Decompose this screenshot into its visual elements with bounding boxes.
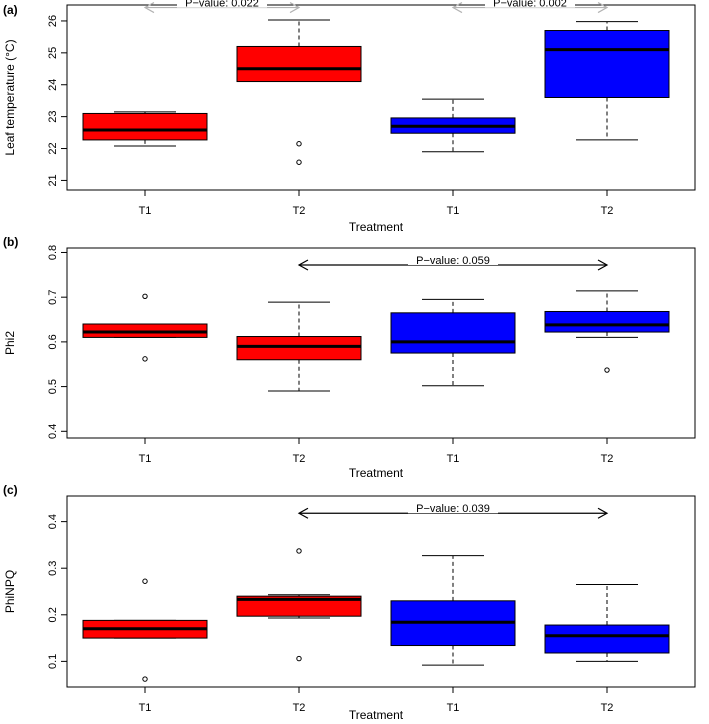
panel-2: (b) 0.4 0.5 0.6 0.7 0.8 Phi2 T1 T2 T1 T2 Treatment P…: [3, 235, 696, 480]
annotation-arrowhead-right: [289, 2, 301, 14]
y-tick-label: 0.4: [47, 424, 59, 439]
outlier-point: [142, 676, 148, 682]
x-axis-title: Treatment: [349, 708, 404, 722]
annotation-label-bg: [177, 0, 267, 8]
outlier-point: [142, 293, 148, 299]
y-tick-label: 23: [47, 111, 59, 123]
box-1: [82, 111, 208, 147]
panel-label: (a): [3, 3, 18, 17]
y-tick-label: 21: [47, 174, 59, 186]
box-4: [544, 21, 670, 141]
pvalue-annotation: P−value: 0.059: [297, 255, 609, 271]
outlier-point: [142, 356, 148, 362]
x-tick-label: T2: [293, 702, 306, 714]
annotation-label-bg: [408, 505, 498, 514]
panel-1: (a) 21 22 23 24 25 26 Leaf temperature (°C) T1 T2…: [3, 0, 696, 234]
x-tick-label: T1: [447, 702, 460, 714]
plot-frame: [66, 247, 696, 439]
box-rect: [236, 595, 362, 617]
x-tick-label: T2: [601, 453, 614, 465]
y-axis-title: Leaf temperature (°C): [3, 39, 17, 155]
box-1: [82, 578, 208, 682]
x-tick-label: T1: [139, 702, 152, 714]
box-3: [390, 555, 516, 666]
box-2: [236, 19, 362, 165]
annotation-label-bg: [408, 256, 498, 265]
panel-3: (c) 0.1 0.2 0.3 0.4 PhiNPQ T1 T2 T1 T2 Treatment P−…: [3, 483, 696, 722]
pvalue-annotation: P−value: 0.002: [451, 0, 609, 14]
box-rect: [236, 336, 362, 361]
x-tick-label: T2: [293, 205, 306, 217]
pvalue-annotation: P−value: 0.039: [297, 503, 609, 519]
y-tick-label: 0.1: [47, 654, 59, 669]
x-tick-label: T1: [139, 453, 152, 465]
outlier-point: [604, 367, 610, 373]
outlier-point: [296, 548, 302, 554]
x-tick-label: T1: [447, 453, 460, 465]
box-rect: [82, 112, 208, 141]
y-axis-title: PhiNPQ: [3, 570, 17, 613]
outlier-point: [296, 141, 302, 147]
outlier-point: [142, 578, 148, 584]
box-2: [236, 548, 362, 662]
box-rect: [236, 45, 362, 83]
y-tick-label: 0.5: [47, 379, 59, 394]
annotation-arrowhead-right: [597, 2, 609, 14]
y-tick-label: 22: [47, 142, 59, 154]
outlier-point: [296, 655, 302, 662]
y-tick-label: 0.8: [47, 245, 59, 260]
annotation-arrowhead-left: [297, 259, 309, 271]
x-tick-label: T1: [447, 205, 460, 217]
pvalue-annotation: P−value: 0.022: [143, 0, 301, 14]
annotation-arrowhead-left: [143, 2, 155, 14]
box-rect: [544, 30, 670, 98]
box-4: [544, 584, 670, 662]
pvalue-label: P−value: 0.002: [493, 0, 567, 10]
pvalue-label: P−value: 0.022: [185, 0, 259, 10]
annotation-arrowhead-right: [597, 259, 609, 271]
y-axis-title: Phi2: [3, 331, 17, 355]
annotation-arrowhead-left: [451, 2, 463, 14]
panel-label: (b): [3, 235, 18, 249]
x-tick-label: T2: [601, 702, 614, 714]
x-tick-label: T2: [293, 453, 306, 465]
x-axis-title: Treatment: [349, 220, 404, 234]
pvalue-label: P−value: 0.039: [416, 503, 490, 515]
box-rect: [390, 312, 516, 354]
x-axis-title: Treatment: [349, 466, 404, 480]
box-1: [82, 293, 208, 362]
pvalue-label: P−value: 0.059: [416, 255, 490, 267]
box-rect: [544, 624, 670, 654]
box-2: [236, 301, 362, 392]
outlier-point: [296, 159, 302, 165]
box-rect: [544, 310, 670, 333]
x-tick-label: T1: [139, 205, 152, 217]
box-3: [390, 98, 516, 153]
panel-label: (c): [3, 483, 18, 497]
y-tick-label: 0.7: [47, 290, 59, 305]
box-3: [390, 298, 516, 387]
y-tick-label: 26: [47, 15, 59, 27]
y-tick-label: 0.2: [47, 607, 59, 622]
plot-frame: [66, 495, 696, 688]
y-tick-label: 0.4: [47, 514, 59, 529]
y-tick-label: 24: [47, 79, 59, 91]
plot-frame: [66, 4, 696, 191]
y-tick-label: 25: [47, 47, 59, 59]
annotation-label-bg: [485, 0, 575, 8]
x-tick-label: T2: [601, 205, 614, 217]
y-tick-label: 0.6: [47, 334, 59, 349]
y-tick-label: 0.3: [47, 561, 59, 576]
box-4: [544, 290, 670, 373]
annotation-arrowhead-right: [597, 507, 609, 519]
annotation-arrowhead-left: [297, 507, 309, 519]
